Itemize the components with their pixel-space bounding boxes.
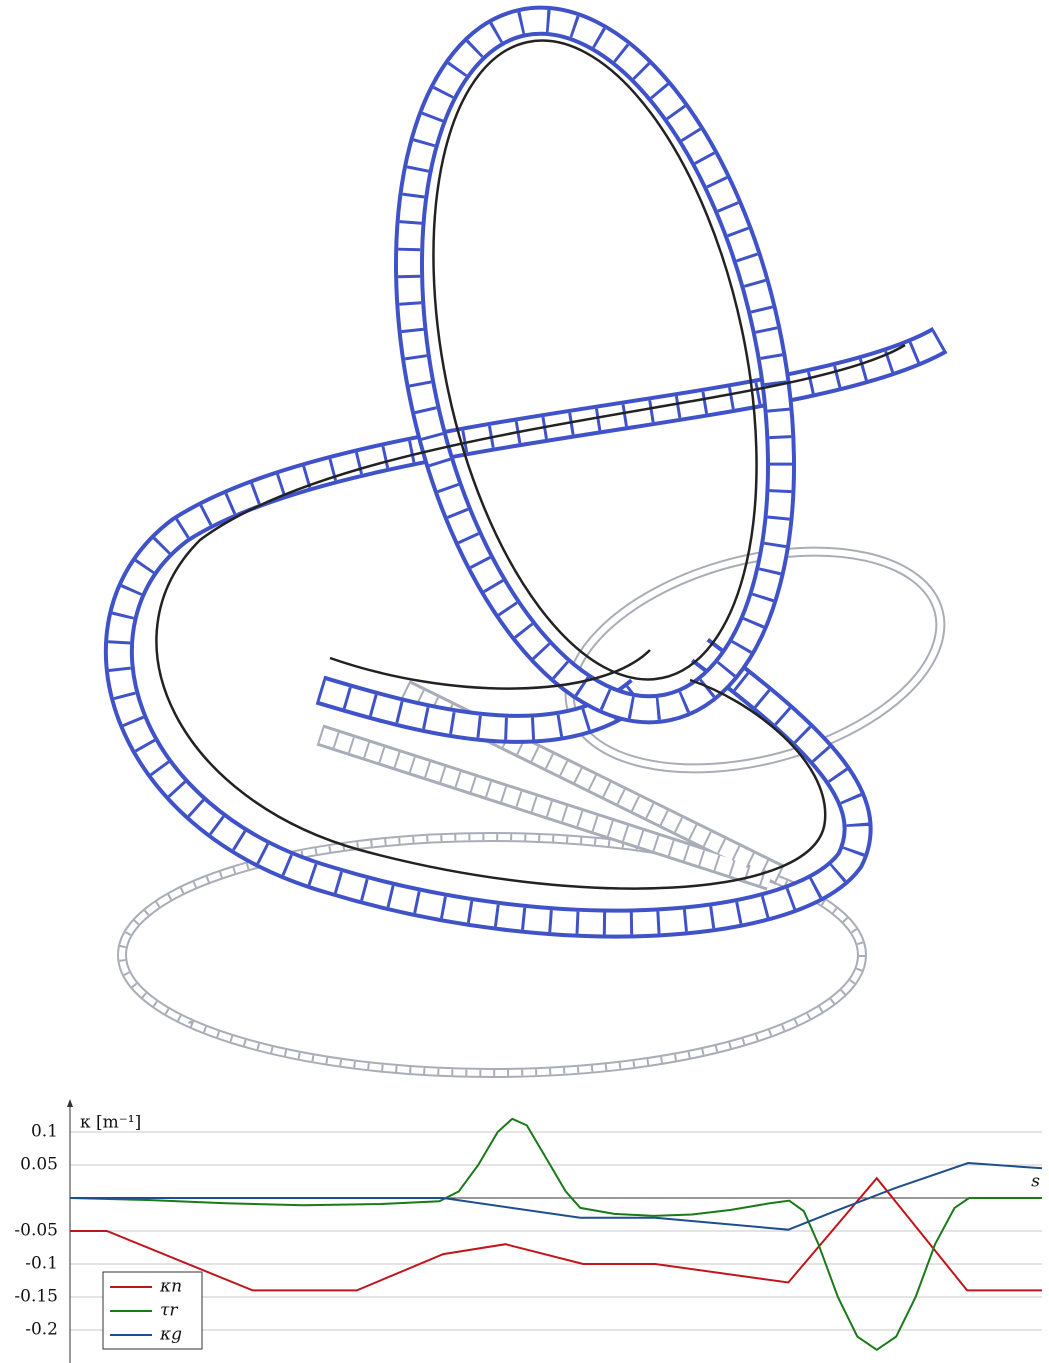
y-axis-arrow	[67, 1099, 73, 1107]
y-tick-label: -0.15	[14, 1287, 58, 1307]
legend-label: κn	[159, 1277, 182, 1297]
y-tick-label: -0.1	[25, 1254, 58, 1274]
x-axis-label: s	[1031, 1172, 1040, 1192]
plot: 0.1 0.05 -0.05 -0.1 -0.15 -0.2 κ [m⁻¹] s κn τr κg	[14, 1099, 1042, 1363]
track-render	[119, 0, 965, 1073]
y-axis-label: κ [m⁻¹]	[80, 1113, 141, 1133]
figure: 0.1 0.05 -0.05 -0.1 -0.15 -0.2 κ [m⁻¹] s κn τr κg	[0, 0, 1049, 1363]
y-tick-label: -0.05	[14, 1221, 58, 1241]
y-tick-label: -0.2	[25, 1320, 58, 1340]
legend-label: τr	[160, 1301, 178, 1321]
legend-label: κg	[159, 1325, 182, 1345]
y-tick-label: 0.05	[20, 1155, 58, 1175]
line-series	[70, 1119, 1042, 1350]
track-ribbon	[119, 0, 940, 924]
line-series	[70, 1178, 1042, 1290]
y-tick-label: 0.1	[31, 1122, 58, 1142]
